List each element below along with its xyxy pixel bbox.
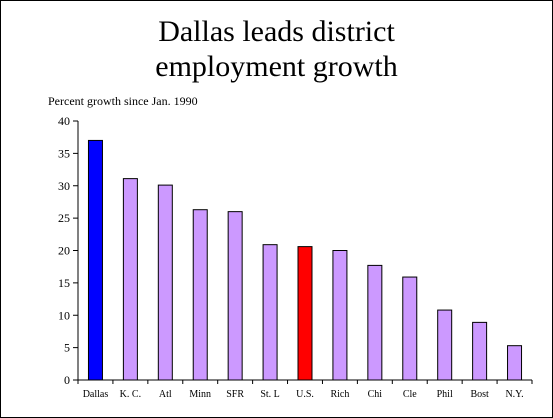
y-tick-label: 30 xyxy=(58,179,70,193)
bar-minn xyxy=(192,209,208,381)
bar-phil xyxy=(437,309,453,381)
x-tick-label: U.S. xyxy=(296,389,314,400)
y-tick-label: 15 xyxy=(58,276,70,290)
bar-n-y xyxy=(507,345,523,381)
x-tick-label: SFR xyxy=(226,389,244,400)
chart-title-line-1: Dallas leads district xyxy=(158,15,395,48)
x-tick-label: Minn xyxy=(189,389,211,400)
x-tick-label: Dallas xyxy=(83,389,109,400)
x-tick-label: Atl xyxy=(159,389,172,400)
y-tick-label: 20 xyxy=(58,244,70,258)
x-tick-label: Chi xyxy=(368,389,383,400)
chart-title: Dallas leads district employment growth xyxy=(0,14,553,84)
chart-title-line-2: employment growth xyxy=(155,50,398,83)
bar-k-c xyxy=(122,178,138,381)
y-tick-label: 40 xyxy=(58,114,70,128)
x-tick-label: Phil xyxy=(437,389,453,400)
bar-st-l xyxy=(262,244,278,381)
y-tick-label: 35 xyxy=(58,146,70,160)
bar-dallas xyxy=(87,139,103,381)
bar-rich xyxy=(332,250,348,381)
y-tick-label: 5 xyxy=(64,341,70,355)
x-tick-label: Bost xyxy=(470,389,489,400)
y-tick-labels: 0 5 10 15 20 25 30 35 40 xyxy=(58,114,70,387)
bar-atl xyxy=(157,184,173,381)
x-tick-label: Cle xyxy=(403,389,417,400)
chart-subtitle: Percent growth since Jan. 1990 xyxy=(48,94,198,108)
bar-chi xyxy=(367,264,383,381)
x-tick-label: St. L xyxy=(260,389,279,400)
y-tick-label: 25 xyxy=(58,211,70,225)
bar-cle xyxy=(402,276,418,381)
x-tick-label: Rich xyxy=(330,389,349,400)
x-tick-label: K. C. xyxy=(120,389,141,400)
chart-bars xyxy=(87,139,523,381)
bar-bost xyxy=(472,321,488,381)
bar-u-s xyxy=(297,246,313,381)
x-tick-label: N.Y. xyxy=(505,389,523,400)
bar-sfr xyxy=(227,211,243,381)
x-tick-labels: Dallas K. C. Atl Minn SFR St. L U.S. Rich Chi Cle… xyxy=(83,389,524,400)
y-tick-label: 10 xyxy=(58,308,70,322)
y-tick-label: 0 xyxy=(64,373,70,387)
